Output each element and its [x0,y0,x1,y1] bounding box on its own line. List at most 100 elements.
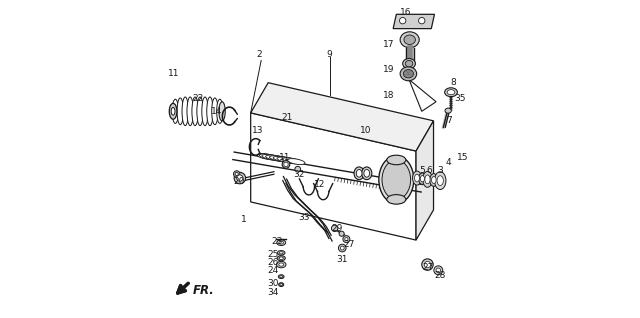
Text: 33: 33 [298,213,310,222]
Ellipse shape [387,155,406,165]
Text: FR.: FR. [193,285,214,297]
Text: 1: 1 [241,215,246,224]
Ellipse shape [259,154,280,160]
Ellipse shape [435,172,446,190]
Polygon shape [251,113,416,240]
Ellipse shape [279,252,283,254]
Ellipse shape [280,276,283,278]
Ellipse shape [424,261,431,268]
Ellipse shape [345,238,348,241]
Ellipse shape [413,171,422,185]
Ellipse shape [169,103,177,119]
Text: 25: 25 [268,250,278,259]
Ellipse shape [379,156,414,204]
Ellipse shape [287,159,305,164]
Text: 31: 31 [337,255,348,264]
Ellipse shape [237,175,243,181]
Ellipse shape [419,173,426,184]
Ellipse shape [273,156,296,163]
Ellipse shape [266,155,289,162]
Text: 32: 32 [294,170,305,179]
Ellipse shape [278,283,284,287]
Ellipse shape [404,35,415,45]
Ellipse shape [282,158,303,164]
Ellipse shape [278,275,284,279]
Ellipse shape [400,67,417,81]
Ellipse shape [277,157,300,163]
Text: 12: 12 [314,180,326,189]
Ellipse shape [202,97,208,126]
Ellipse shape [415,174,419,182]
Ellipse shape [437,176,444,185]
Ellipse shape [182,97,188,126]
Ellipse shape [403,70,413,78]
Ellipse shape [332,225,338,232]
Ellipse shape [354,167,364,180]
Ellipse shape [212,98,218,125]
Ellipse shape [276,261,286,268]
Ellipse shape [234,171,240,177]
Text: 10: 10 [360,126,372,135]
Ellipse shape [403,59,415,69]
Ellipse shape [356,169,362,177]
Text: 22: 22 [192,94,203,103]
Ellipse shape [422,259,433,270]
Ellipse shape [282,161,290,168]
Text: 30: 30 [267,279,278,287]
Ellipse shape [405,60,413,67]
Ellipse shape [279,257,284,259]
Text: 18: 18 [383,91,395,100]
Ellipse shape [436,268,440,273]
Text: 35: 35 [454,94,466,103]
Ellipse shape [187,97,193,126]
Text: 8: 8 [451,78,456,87]
Polygon shape [409,80,436,111]
Ellipse shape [279,241,284,244]
Text: 16: 16 [400,8,412,17]
Ellipse shape [219,102,225,121]
Ellipse shape [177,98,184,125]
Ellipse shape [269,156,292,162]
Ellipse shape [429,174,438,186]
Text: 27: 27 [343,240,355,249]
Text: 17: 17 [383,40,395,49]
Text: 13: 13 [252,126,264,135]
Ellipse shape [445,108,451,113]
Ellipse shape [339,244,346,252]
Text: 2: 2 [257,50,262,59]
Ellipse shape [419,17,425,24]
Text: 4: 4 [446,158,452,167]
Text: 20: 20 [233,177,244,186]
Ellipse shape [422,171,432,187]
Ellipse shape [280,284,282,286]
Text: 26: 26 [268,258,278,267]
Text: 9: 9 [326,50,332,59]
Ellipse shape [364,169,370,177]
Ellipse shape [257,154,275,159]
Ellipse shape [277,251,285,255]
Ellipse shape [400,32,419,48]
Ellipse shape [172,99,179,123]
Ellipse shape [431,176,436,183]
Ellipse shape [217,99,223,123]
Text: 24: 24 [268,266,278,275]
Ellipse shape [197,97,204,126]
Text: 11: 11 [168,69,179,78]
Ellipse shape [340,246,344,250]
Text: 21: 21 [281,113,292,122]
Text: 5: 5 [419,166,424,175]
Ellipse shape [382,160,411,199]
Ellipse shape [262,155,285,161]
Ellipse shape [284,162,288,167]
Text: 14: 14 [211,107,222,116]
Ellipse shape [387,195,406,204]
Ellipse shape [192,97,198,126]
Ellipse shape [207,97,213,126]
Text: 6: 6 [427,166,433,175]
Ellipse shape [277,256,285,261]
Text: 7: 7 [446,116,452,125]
Ellipse shape [339,231,344,236]
Text: 29: 29 [332,225,343,233]
Ellipse shape [279,263,284,266]
Ellipse shape [362,167,372,180]
